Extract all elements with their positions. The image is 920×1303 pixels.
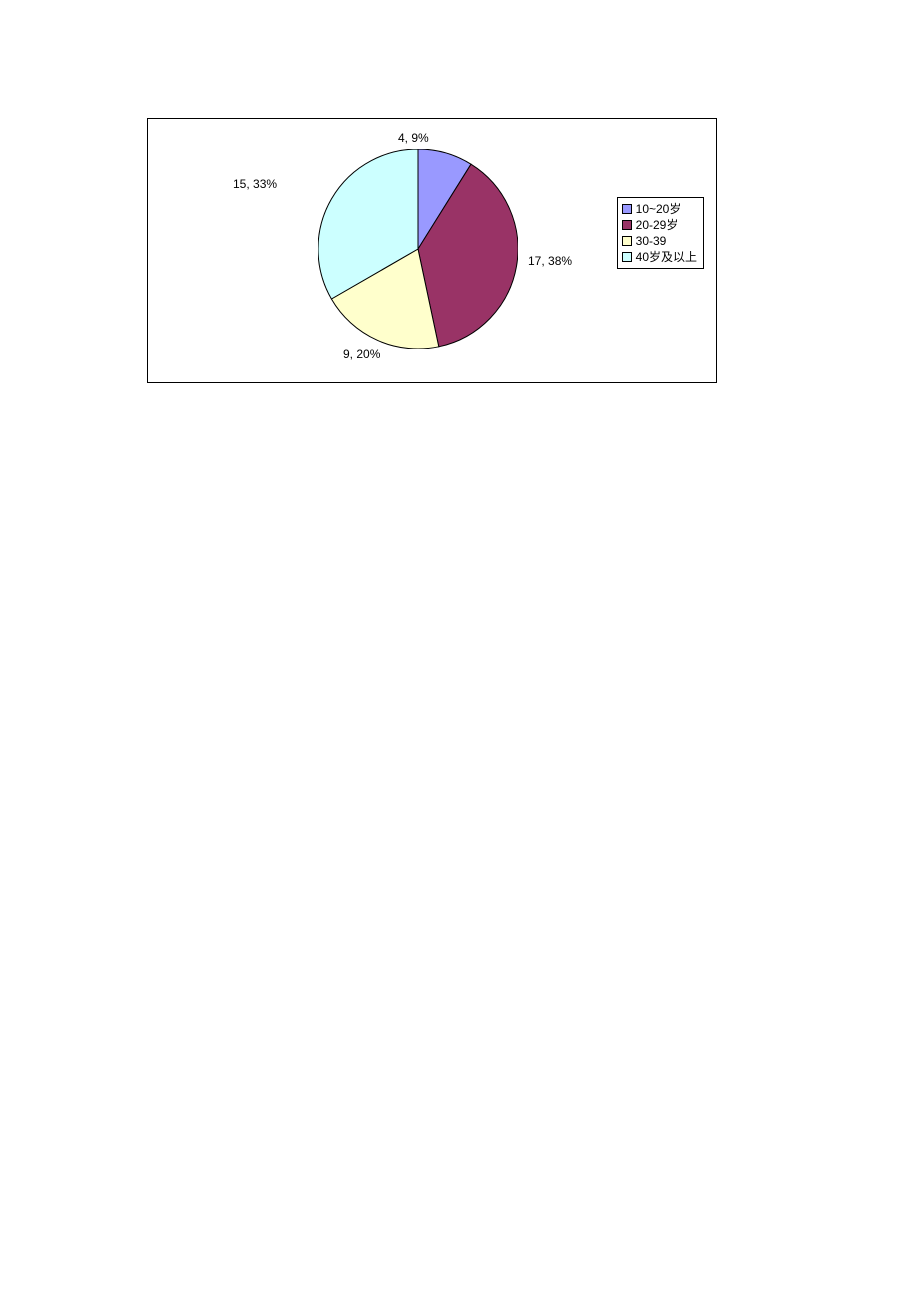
legend-item-2: 30-39 — [622, 233, 697, 249]
legend-item-0: 10~20岁 — [622, 201, 697, 217]
legend-label: 30-39 — [636, 233, 667, 249]
legend-item-3: 40岁及以上 — [622, 249, 697, 265]
chart-container: 4, 9% 17, 38% 9, 20% 15, 33% 10~20岁 20-2… — [147, 118, 717, 383]
legend-label: 20-29岁 — [636, 217, 679, 233]
data-label-slice-0: 4, 9% — [398, 131, 429, 145]
legend-swatch-icon — [622, 252, 632, 262]
legend-swatch-icon — [622, 204, 632, 214]
data-label-slice-3: 15, 33% — [233, 177, 277, 191]
legend: 10~20岁 20-29岁 30-39 40岁及以上 — [617, 197, 704, 269]
page: 4, 9% 17, 38% 9, 20% 15, 33% 10~20岁 20-2… — [0, 0, 920, 1303]
data-label-slice-2: 9, 20% — [343, 347, 380, 361]
data-label-slice-1: 17, 38% — [528, 254, 572, 268]
legend-item-1: 20-29岁 — [622, 217, 697, 233]
legend-swatch-icon — [622, 220, 632, 230]
pie-chart — [318, 149, 518, 349]
legend-label: 10~20岁 — [636, 201, 682, 217]
legend-swatch-icon — [622, 236, 632, 246]
legend-label: 40岁及以上 — [636, 249, 697, 265]
